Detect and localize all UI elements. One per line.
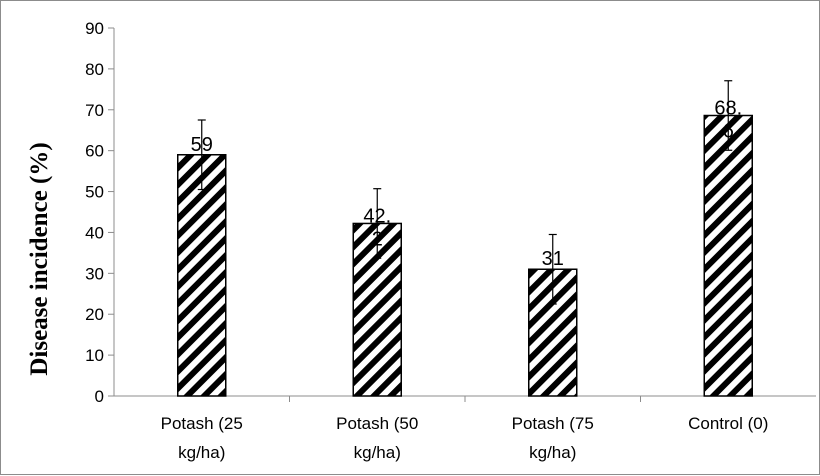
bar [177, 154, 227, 397]
data-label: 42. [363, 205, 391, 227]
x-tick-label: Potash (75 [512, 414, 594, 433]
x-tick-label: Control (0) [688, 414, 768, 433]
data-label: 68. [714, 98, 742, 120]
y-axis-label: Disease incidence (%) [26, 142, 53, 375]
x-tick-label: kg/ha) [529, 443, 576, 462]
y-tick-label: 70 [85, 101, 104, 120]
y-tick-label: 20 [85, 305, 104, 324]
x-tick-label: kg/ha) [354, 443, 401, 462]
x-tick-label: kg/ha) [178, 443, 225, 462]
data-label: 2 [372, 228, 383, 250]
data-label: 59 [191, 134, 213, 156]
y-tick-label: 50 [85, 183, 104, 202]
y-tick-label: 60 [85, 142, 104, 161]
x-tick-label: Potash (25 [161, 414, 243, 433]
y-tick-label: 80 [85, 60, 104, 79]
y-tick-label: 10 [85, 346, 104, 365]
y-tick-label: 0 [95, 387, 104, 406]
y-tick-label: 40 [85, 223, 104, 242]
y-tick-label: 30 [85, 264, 104, 283]
x-tick-label: Potash (50 [336, 414, 418, 433]
data-label: 31 [542, 248, 564, 270]
bar [703, 114, 753, 397]
y-tick-label: 90 [85, 19, 104, 38]
data-label: 6 [723, 121, 734, 143]
